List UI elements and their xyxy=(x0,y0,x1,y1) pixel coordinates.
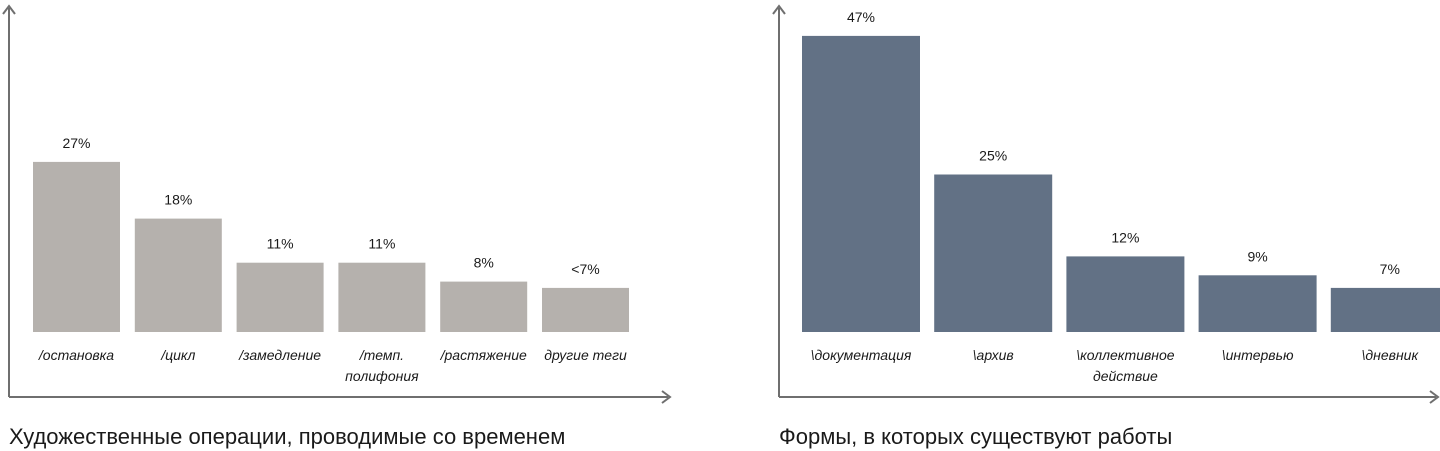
value-label: <7% xyxy=(571,261,599,277)
chart-title-work-forms: Формы, в которых существуют работы xyxy=(779,424,1173,449)
value-label: 12% xyxy=(1111,229,1139,245)
category-label-line: действие xyxy=(1093,368,1158,384)
category-label: \документация xyxy=(811,347,912,363)
y-axis-arrow xyxy=(2,4,16,15)
category-label-line: \архив xyxy=(973,347,1014,363)
chart-artistic-operations: 27% /остановка 18% /цикл 11% /замедление 11% /т… xyxy=(2,4,672,404)
value-label: 11% xyxy=(368,236,395,252)
value-label: 25% xyxy=(979,148,1007,164)
bar-artistic-operations-0 xyxy=(33,161,120,332)
category-label: \интервью xyxy=(1222,347,1294,363)
category-label-line: полифония xyxy=(345,368,419,384)
category-label-line: /замедление xyxy=(238,347,321,363)
category-label-line: \коллективное xyxy=(1076,347,1175,363)
value-label: 8% xyxy=(474,255,494,271)
category-label: /остановка xyxy=(38,347,114,363)
category-label-line: другие теги xyxy=(544,347,627,363)
category-label-line: \документация xyxy=(811,347,912,363)
bar-artistic-operations-4 xyxy=(440,281,528,332)
category-label-line: /остановка xyxy=(38,347,114,363)
bar-artistic-operations-5 xyxy=(542,287,629,332)
y-axis-arrow xyxy=(772,4,786,15)
value-label: 7% xyxy=(1380,261,1400,277)
category-label: \дневник xyxy=(1362,347,1420,363)
bar-work-forms-0 xyxy=(802,35,920,333)
category-label-line: /растяжение xyxy=(440,347,527,363)
category-label-line: \дневник xyxy=(1362,347,1420,363)
chart-title-artistic-operations: Художественные операции, проводимые со в… xyxy=(9,424,566,449)
category-label: /замедление xyxy=(238,347,321,363)
category-label: /цикл xyxy=(160,347,195,363)
category-label-line: /темп. xyxy=(359,347,404,363)
category-label: другие теги xyxy=(544,347,627,363)
bar-work-forms-4 xyxy=(1330,287,1440,332)
value-label: 11% xyxy=(267,236,294,252)
bar-work-forms-3 xyxy=(1198,275,1317,332)
x-axis-arrow xyxy=(1429,390,1440,404)
category-label: \архив xyxy=(973,347,1014,363)
chart-work-forms: 47% \документация 25% \архив 12% \коллективно… xyxy=(772,4,1440,404)
value-label: 27% xyxy=(62,135,90,151)
x-axis-arrow xyxy=(661,390,672,404)
value-label: 9% xyxy=(1247,248,1267,264)
category-label: \коллективное действие xyxy=(1076,347,1175,384)
bar-artistic-operations-2 xyxy=(236,262,324,332)
bar-work-forms-1 xyxy=(934,174,1053,332)
category-label-line: /цикл xyxy=(160,347,195,363)
category-label-line: \интервью xyxy=(1222,347,1294,363)
bar-work-forms-2 xyxy=(1066,256,1185,332)
value-label: 18% xyxy=(164,192,192,208)
category-label: /растяжение xyxy=(440,347,527,363)
bar-artistic-operations-3 xyxy=(338,262,426,332)
bar-artistic-operations-1 xyxy=(134,218,222,332)
category-label: /темп. полифония xyxy=(345,347,419,384)
value-label: 47% xyxy=(847,9,875,25)
